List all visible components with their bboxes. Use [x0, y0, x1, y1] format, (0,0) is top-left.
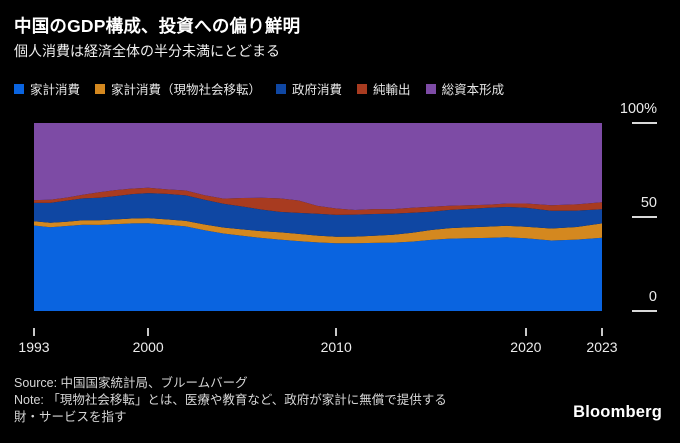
legend-swatch-gross-capital-formation: [425, 83, 436, 94]
chart-subtitle: 個人消費は経済全体の半分未満にとどまる: [14, 43, 280, 59]
chart-footer: Source: 中国国家統計局、ブルームバーグ Note: 「現物社会移転」とは…: [14, 375, 447, 426]
source-text: Source: 中国国家統計局、ブルームバーグ: [14, 376, 248, 390]
y-tick-label: 50: [640, 195, 657, 211]
legend-item-government-consumption: 政府消費: [276, 79, 342, 98]
chart-legend: 家計消費 家計消費（現物社会移転） 政府消費 純輸出 総資本形成: [14, 79, 504, 98]
area-net-exports: [34, 187, 602, 215]
plot-area: [34, 123, 602, 311]
stacked-area-chart: [34, 123, 602, 311]
legend-item-household-consumption: 家計消費: [14, 79, 80, 98]
legend-swatch-household-consumption: [14, 83, 24, 94]
legend-swatch-net-exports: [357, 83, 368, 94]
x-tick-label: 2023: [586, 339, 618, 355]
bloomberg-logo: Bloomberg: [573, 403, 662, 421]
x-tick-mark: [147, 328, 150, 336]
y-tick-mark: [632, 216, 657, 218]
legend-item-gross-capital-formation: 総資本形成: [425, 79, 505, 98]
area-gross-capital-formation: [34, 123, 602, 210]
y-tick-label: 100%: [619, 101, 657, 117]
y-tick-mark: [632, 310, 657, 312]
legend-item-net-exports: 純輸出: [357, 79, 411, 98]
note-text-line2: 財・サービスを指す: [14, 410, 127, 424]
legend-label: 家計消費: [30, 83, 81, 97]
area-household-consumption: [34, 223, 602, 311]
legend-swatch-household-consumption-in-kind-transfers: [95, 83, 106, 94]
legend-item-household-consumption-in-kind-transfers: 家計消費（現物社会移転）: [95, 79, 261, 98]
y-tick-label: 0: [648, 289, 657, 305]
area-household-consumption-in-kind-transfers: [34, 218, 602, 244]
x-tick-mark: [335, 328, 338, 336]
y-tick-mark: [632, 122, 657, 124]
x-tick-mark: [601, 328, 603, 336]
area-government-consumption: [34, 193, 602, 237]
legend-swatch-government-consumption: [276, 83, 287, 94]
x-tick-label: 2020: [510, 339, 542, 355]
chart-title: 中国のGDP構成、投資への偏り鮮明: [14, 16, 301, 36]
x-tick-label: 2010: [320, 339, 352, 355]
legend-label: 純輸出: [373, 83, 411, 97]
x-tick-mark: [33, 328, 35, 336]
note-text-line1: Note: 「現物社会移転」とは、医療や教育など、政府が家計に無償で提供する: [14, 393, 447, 407]
x-tick-label: 2000: [132, 339, 164, 355]
legend-label: 総資本形成: [441, 83, 505, 97]
legend-label: 家計消費（現物社会移転）: [111, 83, 262, 97]
x-tick-label: 1993: [18, 339, 50, 355]
x-tick-mark: [524, 328, 527, 336]
legend-label: 政府消費: [292, 83, 343, 97]
